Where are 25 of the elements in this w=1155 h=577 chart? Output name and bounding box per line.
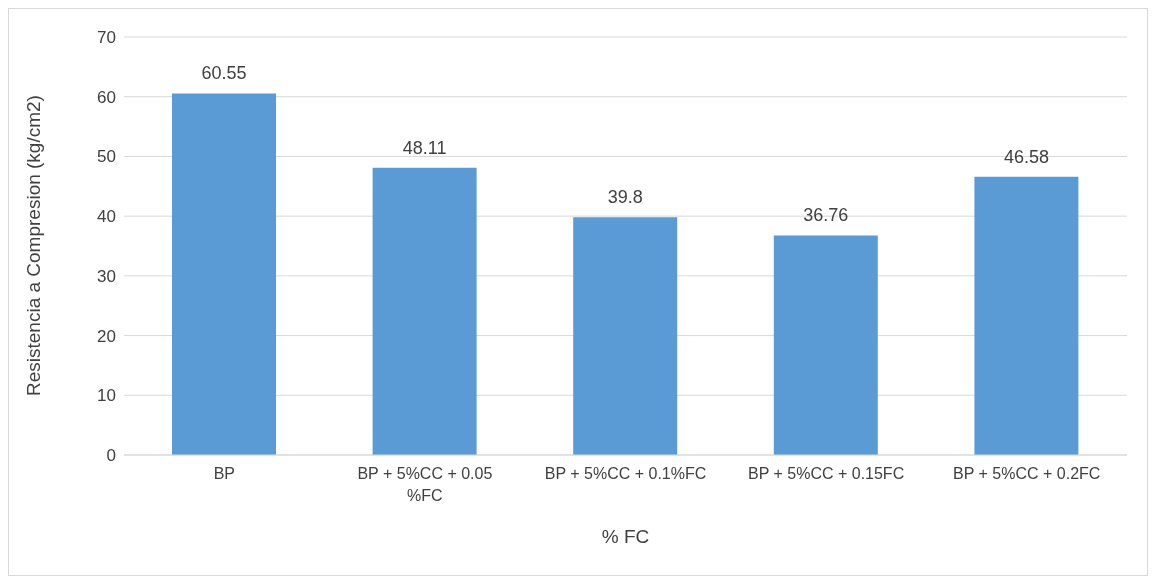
data-label: 60.55	[201, 63, 247, 84]
y-tick-label: 10	[97, 386, 116, 406]
y-tick-label: 0	[106, 446, 116, 466]
bar	[773, 235, 878, 455]
x-tick-label: BP + 5%CC + 0.1%FC	[544, 465, 707, 482]
y-tick-label: 60	[97, 87, 116, 107]
x-tick-label: BP + 5%CC + 0.15FC	[747, 465, 905, 482]
bar	[172, 93, 276, 455]
y-tick-label: 20	[97, 326, 116, 346]
data-label: 39.8	[607, 187, 643, 208]
bar	[573, 217, 678, 455]
bar	[372, 167, 477, 455]
bar	[974, 176, 1079, 455]
x-tick-label: BP	[213, 465, 235, 482]
data-label: 36.76	[803, 205, 849, 226]
data-label: 46.58	[1003, 146, 1049, 167]
y-tick-label: 40	[97, 207, 116, 227]
y-tick-label: 50	[97, 147, 116, 167]
x-tick-label: BP + 5%CC + 0.05 %FC	[357, 465, 493, 504]
data-label: 48.11	[402, 137, 447, 158]
x-axis-title: % FC	[601, 526, 650, 547]
y-axis-title: Resistencia a Compresion (kg/cm2)	[22, 95, 44, 396]
y-tick-label: 30	[97, 266, 116, 286]
y-tick-label: 70	[97, 28, 116, 48]
x-tick-label: BP + 5%CC + 0.2FC	[953, 465, 1101, 482]
